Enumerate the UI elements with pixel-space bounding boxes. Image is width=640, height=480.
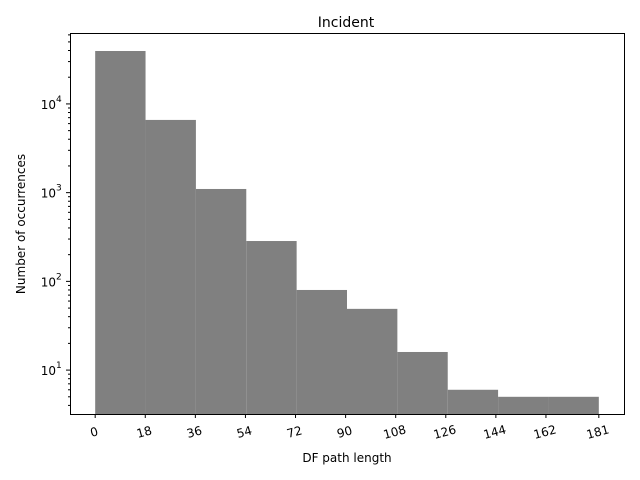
histogram-bar	[246, 241, 297, 414]
histogram-bar	[145, 119, 196, 415]
y-axis-label: Number of occurrences	[14, 154, 28, 294]
x-tick-label: 162	[532, 422, 558, 441]
y-tick-exponent: 3	[56, 184, 62, 194]
y-tick-label: 10	[41, 187, 56, 201]
histogram-bar	[95, 50, 146, 415]
x-tick-label: 18	[135, 423, 153, 440]
chart-title: Incident	[318, 15, 375, 31]
plot-frame	[70, 33, 625, 415]
x-tick-label: 72	[285, 423, 303, 440]
x-tick-label: 108	[382, 422, 408, 441]
x-tick-label: 0	[89, 424, 100, 440]
y-tick-exponent: 4	[56, 95, 62, 105]
histogram-bar	[195, 188, 247, 414]
x-tick-label: 36	[185, 423, 203, 440]
histogram-bar	[498, 396, 549, 414]
x-tick-label: 54	[235, 423, 253, 440]
y-tick-exponent: 2	[56, 272, 62, 282]
histogram-bar	[447, 389, 499, 414]
y-tick-label: 10	[41, 98, 56, 112]
x-tick-label: 181	[585, 422, 611, 441]
x-tick-label: 126	[432, 422, 458, 441]
y-tick-label: 10	[41, 275, 56, 289]
x-tick-label: 90	[335, 423, 353, 440]
histogram-bar	[548, 396, 599, 414]
y-tick-exponent: 1	[56, 361, 62, 371]
histogram-bar	[397, 351, 448, 414]
bars-group	[95, 50, 599, 415]
y-tick-label: 10	[41, 364, 56, 378]
x-axis-label: DF path length	[302, 451, 391, 465]
histogram-bar	[296, 289, 347, 414]
histogram-bar	[347, 308, 398, 414]
x-tick-label: 144	[482, 422, 508, 441]
